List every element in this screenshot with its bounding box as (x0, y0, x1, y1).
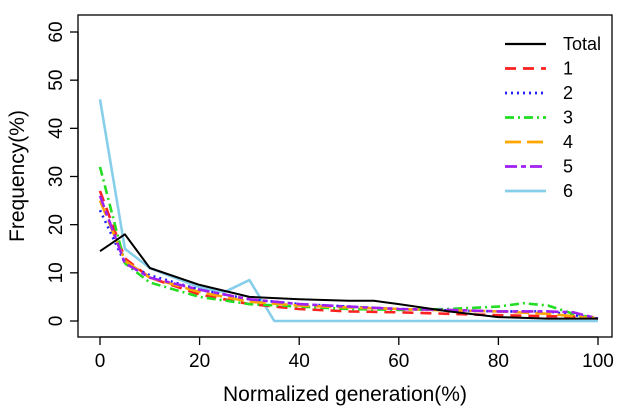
legend-label: Total (563, 34, 601, 54)
y-tick-label: 0 (46, 316, 67, 327)
y-axis: 0 10 20 30 40 50 60 (46, 21, 79, 327)
y-tick-label: 50 (46, 70, 67, 91)
series-line-6 (98, 99, 598, 323)
y-tick-label: 20 (46, 214, 67, 235)
legend-label: 1 (563, 59, 573, 79)
series-line-5 (98, 195, 599, 320)
x-axis: 0 20 40 60 80 100 (95, 336, 614, 372)
series-lines (98, 99, 599, 323)
x-tick-label: 80 (488, 351, 509, 372)
legend-label: 4 (563, 132, 573, 152)
plot-frame-group (77, 14, 613, 338)
y-tick-label: 30 (46, 166, 67, 187)
legend-label: 6 (563, 181, 573, 201)
x-axis-title: Normalized generation(%) (223, 383, 467, 406)
plot-frame (77, 14, 613, 338)
series-line-3 (98, 166, 599, 320)
legend-label: 2 (563, 83, 573, 103)
legend: Total 1 2 3 4 5 6 (505, 34, 601, 201)
x-tick-label: 40 (289, 351, 310, 372)
x-tick-label: 60 (388, 351, 409, 372)
y-tick-label: 10 (46, 262, 67, 283)
y-axis-title: Frequency(%) (6, 110, 29, 242)
series-line-1 (98, 190, 599, 319)
x-tick-label: 100 (582, 351, 614, 372)
series-line-total (99, 233, 598, 320)
x-tick-label: 0 (95, 351, 106, 372)
y-tick-label: 40 (46, 118, 67, 139)
y-tick-label: 60 (46, 21, 67, 42)
legend-label: 3 (563, 108, 573, 128)
x-tick-label: 20 (189, 351, 210, 372)
legend-label: 5 (563, 157, 573, 177)
